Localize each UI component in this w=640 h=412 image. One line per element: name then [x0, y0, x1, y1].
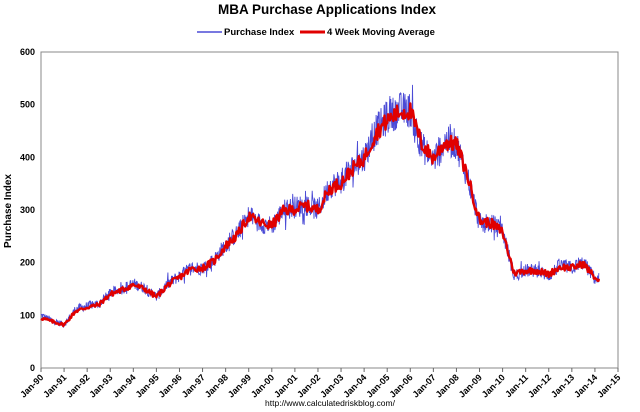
- y-tick-label: 400: [20, 152, 35, 162]
- x-tick-label: Jan-98: [203, 372, 230, 399]
- x-tick-label: Jan-05: [364, 372, 391, 399]
- x-tick-label: Jan-11: [503, 372, 530, 399]
- x-tick-label: Jan-92: [64, 372, 91, 399]
- y-tick-label: 100: [20, 310, 35, 320]
- x-tick-label: Jan-14: [572, 372, 599, 399]
- x-tick-label: Jan-95: [134, 372, 161, 399]
- series-line-4-week-moving-average: [40, 102, 600, 328]
- plot-area: [40, 51, 619, 369]
- legend-label-purchase-index: Purchase Index: [224, 27, 295, 38]
- legend: Purchase Index 4 Week Moving Average: [197, 27, 435, 38]
- x-tick-label: Jan-00: [249, 372, 276, 399]
- x-tick-label: Jan-99: [226, 372, 253, 399]
- x-tick-label: Jan-97: [180, 372, 207, 399]
- x-tick-label: Jan-13: [549, 372, 576, 399]
- x-tick-label: Jan-03: [318, 372, 345, 399]
- source-url: http://www.calculatedriskblog.com/: [265, 398, 396, 408]
- y-tick-label: 300: [20, 205, 35, 215]
- y-tick-label: 200: [20, 258, 35, 268]
- x-tick-label: Jan-10: [480, 372, 507, 399]
- y-axis-ticks: 0 100 200 300 400 500 600: [20, 47, 35, 373]
- x-tick-label: Jan-12: [526, 372, 553, 399]
- x-axis-ticks: Jan-90Jan-91Jan-92Jan-93Jan-94Jan-95Jan-…: [18, 372, 622, 399]
- x-tick-label: Jan-08: [434, 372, 461, 399]
- y-axis-label: Purchase Index: [3, 174, 14, 248]
- y-tick-label: 0: [30, 363, 35, 373]
- x-tick-label: Jan-15: [595, 372, 622, 399]
- axes: [40, 51, 619, 372]
- y-tick-label: 600: [20, 47, 35, 57]
- x-tick-label: Jan-02: [295, 372, 322, 399]
- x-tick-label: Jan-04: [341, 372, 368, 399]
- x-tick-label: Jan-93: [87, 372, 114, 399]
- x-tick-label: Jan-96: [157, 372, 184, 399]
- x-tick-label: Jan-90: [18, 372, 45, 399]
- x-tick-label: Jan-94: [110, 372, 137, 399]
- series-group: [40, 84, 600, 328]
- x-tick-label: Jan-06: [387, 372, 414, 399]
- y-tick-label: 500: [20, 100, 35, 110]
- x-tick-label: Jan-91: [41, 372, 68, 399]
- x-tick-label: Jan-01: [272, 372, 299, 399]
- x-tick-label: Jan-09: [457, 372, 484, 399]
- chart-title: MBA Purchase Applications Index: [218, 2, 437, 17]
- x-tick-label: Jan-07: [411, 372, 438, 399]
- legend-label-4-week-moving-average: 4 Week Moving Average: [327, 27, 435, 38]
